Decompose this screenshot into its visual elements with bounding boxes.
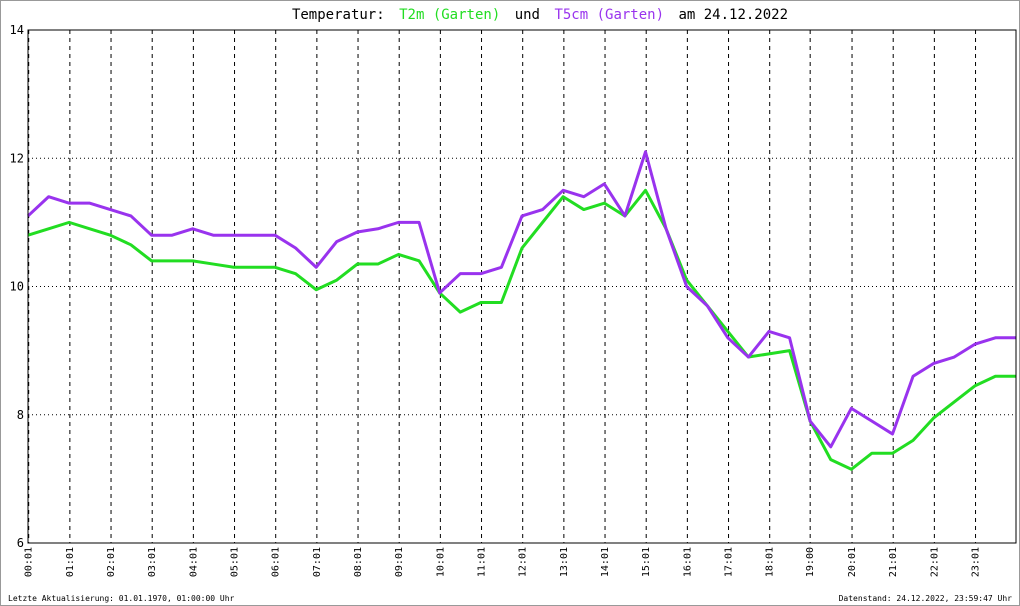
chart-title: Temperatur: T2m (Garten) und T5cm (Garte… <box>292 7 788 23</box>
footer-right: Datenstand: 24.12.2022, 23:59:47 Uhr <box>839 594 1013 603</box>
legend-entry: T5cm (Garten) <box>554 7 664 23</box>
title-text: Temperatur: <box>292 7 385 23</box>
x-tick-label: 17:01 <box>724 547 735 577</box>
y-tick-label: 14 <box>10 23 24 37</box>
x-tick-label: 11:01 <box>477 547 488 577</box>
x-tick-label: 22:01 <box>929 547 940 577</box>
x-tick-label: 09:01 <box>394 547 405 577</box>
title-text: am 24.12.2022 <box>678 7 788 23</box>
x-tick-label: 20:01 <box>847 547 858 577</box>
y-tick-label: 12 <box>10 151 24 165</box>
footer-left: Letzte Aktualisierung: 01.01.1970, 01:00… <box>8 594 235 603</box>
x-tick-label: 04:01 <box>188 547 199 577</box>
x-tick-label: 18:01 <box>765 547 776 577</box>
x-tick-label: 07:01 <box>312 547 323 577</box>
y-tick-label: 10 <box>10 280 24 294</box>
x-tick-label: 01:01 <box>65 547 76 577</box>
x-tick-label: 23:01 <box>971 547 982 577</box>
x-tick-label: 13:01 <box>559 547 570 577</box>
x-tick-label: 19:00 <box>805 547 816 577</box>
x-tick-label: 14:01 <box>600 547 611 577</box>
line-series <box>27 188 1016 471</box>
y-tick-label: 8 <box>17 408 24 422</box>
x-tick-label: 00:01 <box>24 547 35 577</box>
x-tick-label: 05:01 <box>230 547 241 577</box>
plot-border <box>27 29 1017 544</box>
x-tick-label: 21:01 <box>888 547 899 577</box>
line-series <box>26 150 1016 449</box>
title-text: und <box>515 7 540 23</box>
legend-entry: T2m (Garten) <box>399 7 500 23</box>
x-tick-label: 15:01 <box>641 547 652 577</box>
x-tick-label: 16:01 <box>682 547 693 577</box>
x-tick-label: 03:01 <box>147 547 158 577</box>
x-tick-label: 12:01 <box>518 547 529 577</box>
x-tick-label: 02:01 <box>106 547 117 577</box>
x-tick-label: 08:01 <box>353 547 364 577</box>
x-tick-label: 06:01 <box>271 547 282 577</box>
y-tick-label: 6 <box>17 536 24 550</box>
x-tick-label: 10:01 <box>435 547 446 577</box>
